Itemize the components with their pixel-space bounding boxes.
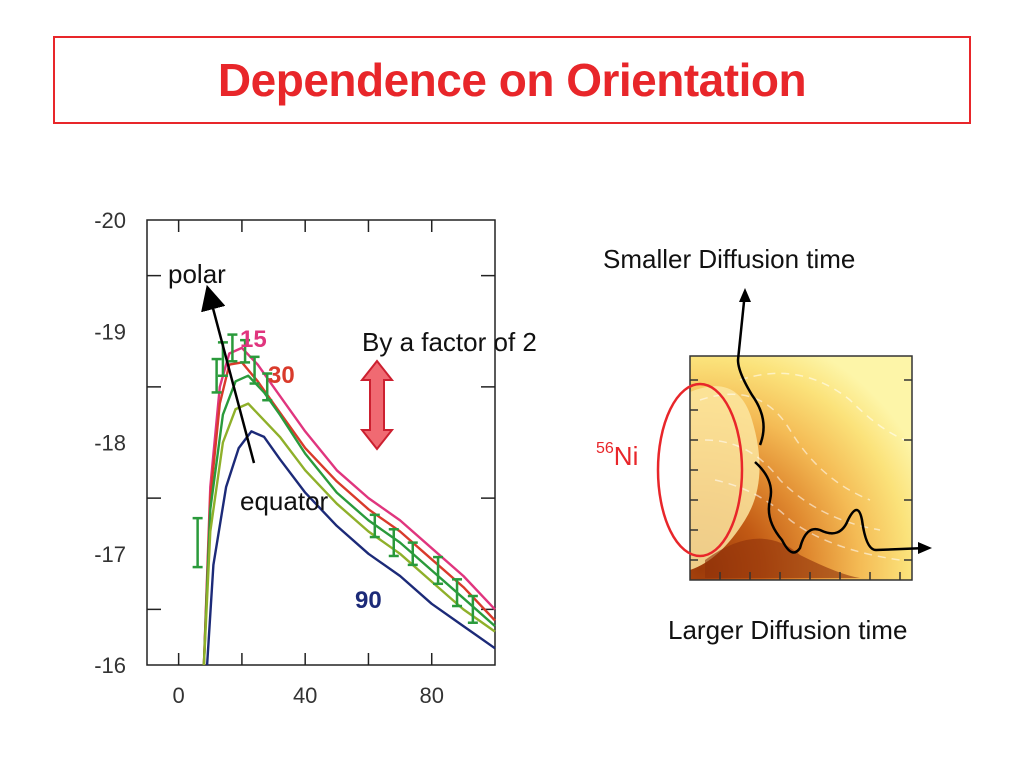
simulation-core — [705, 538, 860, 578]
smaller-diffusion-arrowhead — [739, 288, 751, 302]
slide-title: Dependence on Orientation — [217, 54, 807, 106]
equator-label: equator — [240, 486, 329, 516]
ni56-superscript: 56 — [596, 440, 614, 457]
larger-diffusion-label: Larger Diffusion time — [668, 615, 908, 645]
smaller-diffusion-path — [736, 291, 765, 446]
chart-plot-frame — [146, 219, 496, 666]
simulation-ticks — [690, 379, 912, 580]
y-tick-label: -20 — [94, 208, 126, 233]
larger-diffusion-arrowhead — [918, 542, 932, 554]
y-tick-label: -17 — [94, 542, 126, 567]
series-label-90: 90 — [355, 587, 382, 614]
x-tick-label: 80 — [419, 683, 443, 708]
series-label-15: 15 — [240, 326, 267, 353]
polar-label: polar — [168, 259, 226, 289]
smaller-diffusion-label: Smaller Diffusion time — [603, 244, 856, 274]
x-tick-label: 40 — [293, 683, 317, 708]
series-line-4 — [205, 430, 496, 666]
ni-symbol: Ni — [613, 441, 639, 471]
series-line-3 — [202, 402, 496, 666]
series-line-0 — [202, 346, 496, 666]
factor-double-arrow — [359, 359, 395, 451]
y-tick-label: -18 — [94, 431, 126, 456]
ni56-label: 56Ni — [596, 440, 638, 472]
simulation-plume — [690, 386, 760, 570]
factor-label: By a factor of 2 — [362, 327, 537, 357]
ni56-ellipse — [656, 382, 744, 558]
simulation-frame — [689, 355, 913, 581]
series-line-2 — [202, 374, 496, 666]
x-tick-label: 0 — [173, 683, 185, 708]
y-tick-label: -16 — [94, 653, 126, 678]
y-tick-label: -19 — [94, 319, 126, 344]
series-line-1 — [202, 361, 496, 666]
larger-diffusion-path — [754, 461, 927, 554]
title-box: Dependence on Orientation — [53, 36, 971, 124]
series-label-30: 30 — [268, 362, 295, 389]
polar-equator-arrow — [201, 284, 256, 464]
